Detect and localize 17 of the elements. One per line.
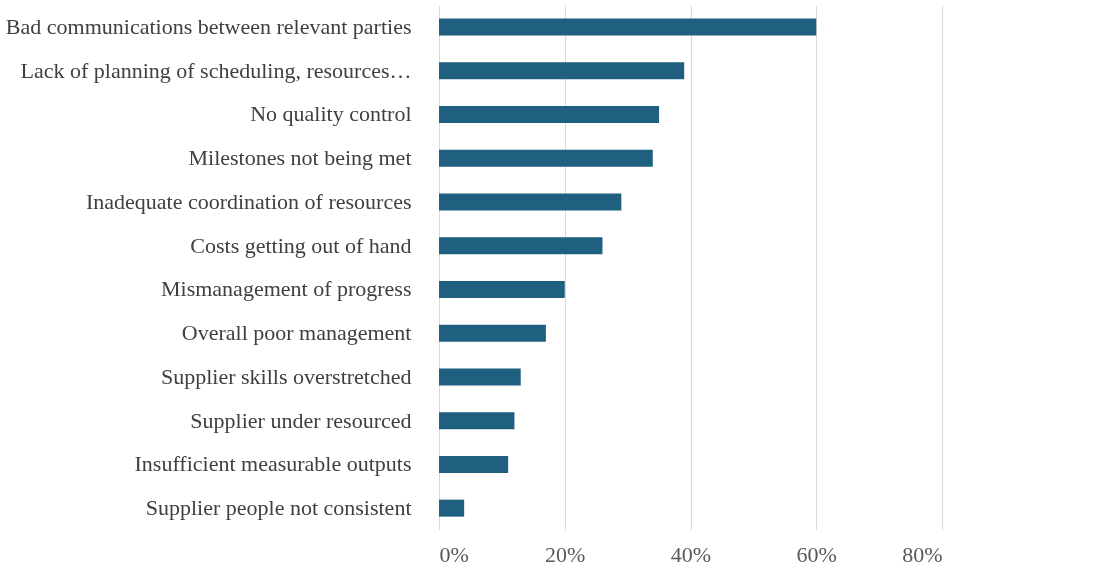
y-tick-label: Lack of planning of scheduling, resources… <box>20 57 412 83</box>
y-tick-label: Bad communications between relevant parties <box>5 13 412 39</box>
y-tick-label: Milestones not being met <box>188 145 412 171</box>
y-tick-label: Insufficient measurable outputs <box>134 451 412 477</box>
y-tick-label: Costs getting out of hand <box>190 232 412 258</box>
y-tick-label: No quality control <box>250 101 412 127</box>
y-tick-label: Inadequate coordination of resources <box>85 188 412 214</box>
y-tick-label: Supplier under resourced <box>190 407 412 433</box>
x-tick-label: 80% <box>902 541 943 567</box>
y-tick-label: Supplier people not consistent <box>145 495 412 521</box>
y-tick-label: Supplier skills overstretched <box>160 363 412 389</box>
y-tick-label: Overall poor management <box>181 320 412 346</box>
x-tick-label: 0% <box>439 541 469 567</box>
x-tick-label: 20% <box>545 541 586 567</box>
x-tick-label: 40% <box>670 541 712 567</box>
x-tick-label: 60% <box>796 541 837 567</box>
y-tick-label: Mismanagement of progress <box>161 276 412 302</box>
